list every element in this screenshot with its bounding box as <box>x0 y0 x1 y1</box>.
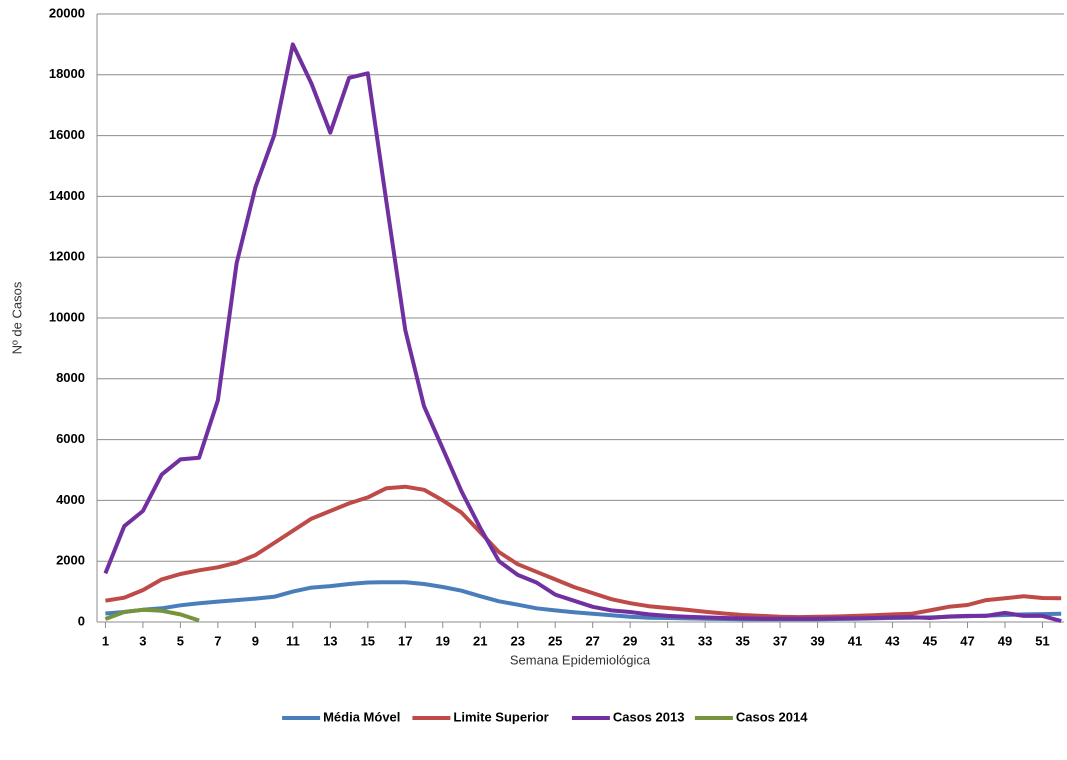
y-tick-label: 10000 <box>49 309 85 324</box>
x-tick-label: 51 <box>1035 633 1049 648</box>
x-tick-label: 33 <box>698 633 712 648</box>
x-tick-label: 17 <box>398 633 412 648</box>
legend-label: Casos 2014 <box>736 709 808 724</box>
x-tick-label: 9 <box>252 633 259 648</box>
x-tick-label: 47 <box>960 633 974 648</box>
y-tick-label: 2000 <box>56 553 85 568</box>
y-tick-label: 14000 <box>49 188 85 203</box>
x-tick-label: 45 <box>923 633 937 648</box>
series-line <box>104 607 200 623</box>
legend-label: Casos 2013 <box>613 709 685 724</box>
series-line <box>103 42 1062 624</box>
y-tick-label: 6000 <box>56 431 85 446</box>
legend-label: Limite Superior <box>453 709 548 724</box>
x-tick-label: 25 <box>548 633 562 648</box>
x-tick-label: 37 <box>773 633 787 648</box>
x-tick-label: 35 <box>735 633 749 648</box>
x-tick-label: 5 <box>177 633 184 648</box>
y-tick-label: 16000 <box>49 127 85 142</box>
x-tick-label: 19 <box>436 633 450 648</box>
x-tick-label: 7 <box>214 633 221 648</box>
x-tick-label: 31 <box>660 633 674 648</box>
x-tick-label: 41 <box>848 633 862 648</box>
y-axis-title: Nº de Casos <box>9 281 24 354</box>
legend-label: Média Móvel <box>323 709 400 724</box>
y-tick-label: 18000 <box>49 66 85 81</box>
x-tick-label: 1 <box>102 633 109 648</box>
x-tick-label: 27 <box>585 633 599 648</box>
x-axis-title: Semana Epidemiológica <box>510 652 651 667</box>
x-tick-label: 3 <box>139 633 146 648</box>
x-tick-label: 11 <box>286 633 300 648</box>
y-tick-label: 20000 <box>49 5 85 20</box>
y-tick-label: 4000 <box>56 492 85 507</box>
x-tick-label: 29 <box>623 633 637 648</box>
y-tick-label: 0 <box>78 613 85 628</box>
y-tick-label: 8000 <box>56 370 85 385</box>
y-tick-label: 12000 <box>49 249 85 264</box>
x-tick-label: 13 <box>323 633 337 648</box>
x-tick-label: 15 <box>361 633 375 648</box>
x-tick-label: 43 <box>885 633 899 648</box>
x-tick-label: 49 <box>998 633 1012 648</box>
x-tick-label: 23 <box>510 633 524 648</box>
series-line <box>105 484 1062 620</box>
x-tick-label: 21 <box>473 633 487 648</box>
x-tick-label: 39 <box>810 633 824 648</box>
